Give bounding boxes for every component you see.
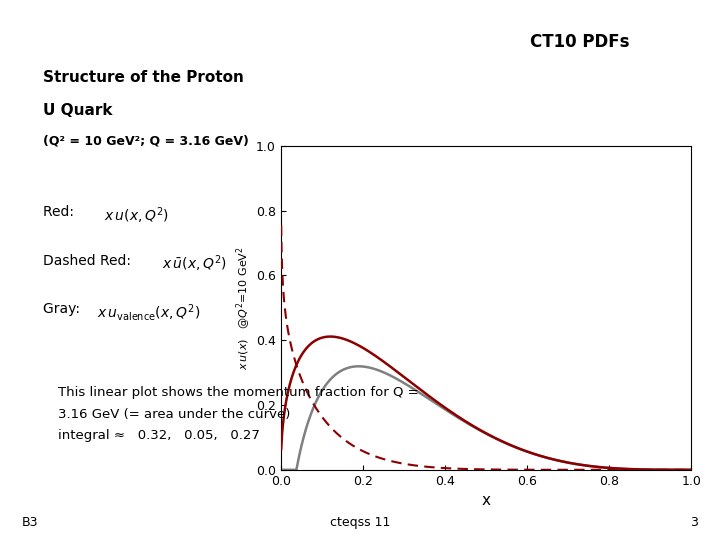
Text: cteqss 11: cteqss 11: [330, 516, 390, 529]
Text: (Q² = 10 GeV²; Q = 3.16 GeV): (Q² = 10 GeV²; Q = 3.16 GeV): [43, 135, 249, 148]
Text: $x\,u_{\mathrm{valence}}(x,Q^2)$: $x\,u_{\mathrm{valence}}(x,Q^2)$: [97, 302, 200, 323]
Text: Dashed Red:: Dashed Red:: [43, 254, 135, 268]
X-axis label: x: x: [482, 493, 490, 508]
Text: This linear plot shows the momentum fraction for Q =: This linear plot shows the momentum frac…: [58, 386, 418, 399]
Text: 3: 3: [690, 516, 698, 529]
Text: integral ≈   0.32,   0.05,   0.27: integral ≈ 0.32, 0.05, 0.27: [58, 429, 259, 442]
Text: B3: B3: [22, 516, 38, 529]
Text: $x\,u(x,Q^2)$: $x\,u(x,Q^2)$: [104, 205, 169, 226]
Y-axis label: $x\,u(x)$   @$Q^2$=10 GeV$^2$: $x\,u(x)$ @$Q^2$=10 GeV$^2$: [235, 246, 253, 370]
Text: Red:: Red:: [43, 205, 78, 219]
Text: 3.16 GeV (= area under the curve): 3.16 GeV (= area under the curve): [58, 408, 290, 421]
Text: U Quark: U Quark: [43, 103, 113, 118]
Text: Gray:: Gray:: [43, 302, 84, 316]
Text: CT10 PDFs: CT10 PDFs: [530, 33, 629, 51]
Text: $x\,\bar{u}(x,Q^2)$: $x\,\bar{u}(x,Q^2)$: [162, 254, 227, 274]
Text: Structure of the Proton: Structure of the Proton: [43, 70, 244, 85]
